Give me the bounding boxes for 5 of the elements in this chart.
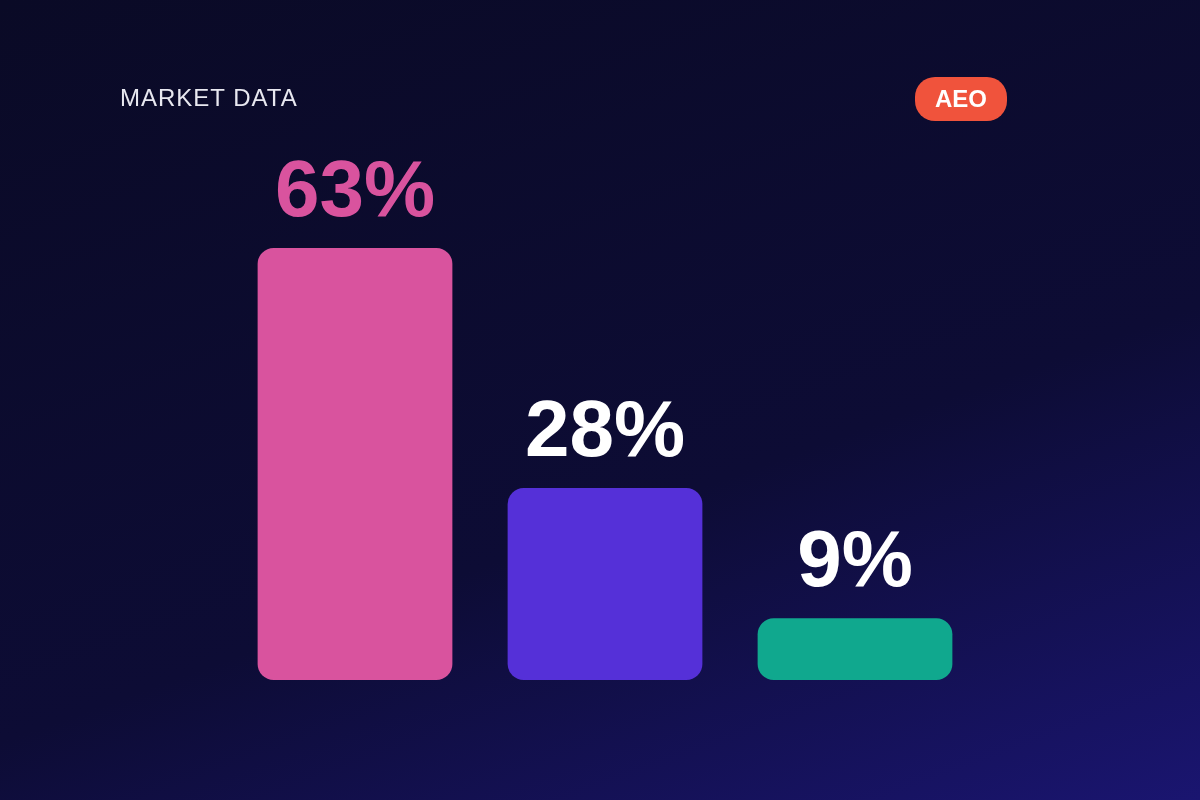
chart-title: MARKET DATA [120, 84, 298, 112]
data-label: 63% [274, 144, 436, 234]
data-label: 9% [797, 514, 913, 604]
data-label: 28% [524, 384, 686, 474]
text: AEO [915, 77, 1008, 121]
